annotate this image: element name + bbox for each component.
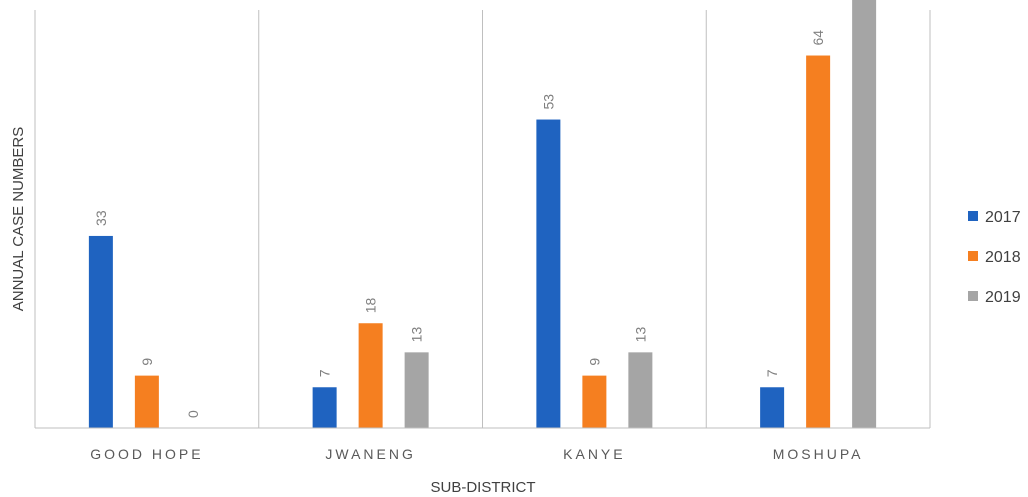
bar-jwaneng-2018	[358, 323, 383, 428]
x-axis-title: SUB-DISTRICT	[431, 479, 536, 496]
data-label-jwaneng-2017: 7	[317, 369, 333, 377]
data-label-kanye-2017: 53	[540, 94, 556, 110]
bar-kanye-2017	[536, 119, 561, 428]
legend-swatch-2019	[968, 291, 978, 301]
legend: 2017 2018 2019	[968, 209, 1021, 306]
x-tick-label-moshupa: MOSHUPA	[773, 446, 864, 462]
x-tick-label-kanye: KANYE	[563, 446, 625, 462]
y-axis-title: ANNUAL CASE NUMBERS	[10, 127, 27, 311]
bar-good-hope-2018	[134, 375, 159, 428]
data-label-good-hope-2017: 33	[93, 210, 109, 226]
bar-kanye-2019	[628, 352, 653, 428]
legend-label-2017: 2017	[985, 209, 1021, 226]
legend-swatch-2017	[968, 211, 978, 221]
bars-group	[88, 0, 877, 429]
legend-label-2019: 2019	[985, 289, 1021, 306]
bar-good-hope-2017	[88, 235, 113, 428]
x-tick-labels-group: GOOD HOPE JWANENG KANYE MOSHUPA	[90, 446, 864, 462]
data-labels-group: 3390718135391376475	[93, 30, 826, 418]
data-label-kanye-2018: 9	[586, 358, 602, 366]
bar-kanye-2018	[582, 375, 607, 428]
bar-moshupa-2019	[852, 0, 877, 428]
legend-label-2018: 2018	[985, 249, 1021, 266]
data-label-good-hope-2018: 9	[139, 358, 155, 366]
x-tick-label-good-hope: GOOD HOPE	[90, 446, 203, 462]
data-label-kanye-2019: 13	[632, 327, 648, 343]
category-separators	[34, 10, 931, 428]
data-label-good-hope-2019: 0	[185, 410, 201, 418]
data-label-jwaneng-2019: 13	[409, 327, 425, 343]
legend-swatch-2018	[968, 251, 978, 261]
bar-moshupa-2017	[760, 387, 785, 428]
data-label-moshupa-2018: 64	[810, 30, 826, 46]
bar-jwaneng-2017	[312, 387, 337, 428]
bar-jwaneng-2019	[404, 352, 429, 428]
x-tick-label-jwaneng: JWANENG	[325, 446, 415, 462]
bar-moshupa-2018	[806, 55, 831, 429]
data-label-moshupa-2017: 7	[764, 369, 780, 377]
data-label-jwaneng-2018: 18	[363, 297, 379, 313]
